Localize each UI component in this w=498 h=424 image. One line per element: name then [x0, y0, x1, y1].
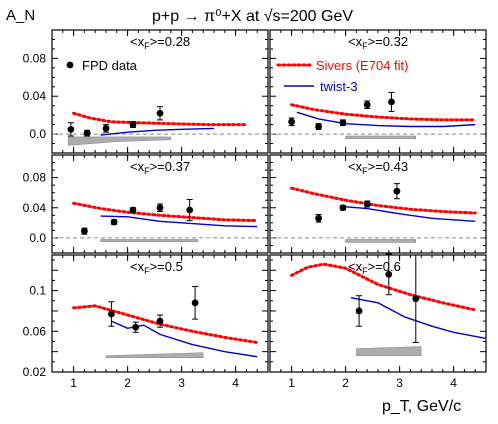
y-tick-label: 0.04 [23, 89, 47, 103]
x-tick-label: 4 [232, 376, 239, 390]
data-point [315, 214, 322, 222]
xf-label: <xF>=0.6 [348, 259, 401, 276]
data-point [129, 121, 137, 129]
legend-twist-label: twist-3 [320, 79, 358, 94]
data-point [412, 295, 420, 303]
sivers-curve [290, 262, 477, 312]
data-point [129, 206, 137, 214]
sivers-curve [72, 304, 259, 344]
data-point [315, 123, 322, 130]
data-point [339, 119, 347, 127]
x-tick-label: 4 [450, 376, 457, 390]
sivers-curve [290, 186, 477, 215]
data-point [355, 307, 363, 315]
data-point [339, 204, 347, 212]
data-point [110, 218, 118, 226]
data-point [156, 204, 164, 212]
systematic-band [356, 346, 422, 356]
xf-label: <xF>=0.28 [130, 34, 190, 51]
sivers-curve [72, 201, 259, 223]
data-point [102, 124, 110, 132]
x-tick-label: 2 [342, 376, 349, 390]
y-tick-label: 0.08 [23, 171, 47, 185]
x-tick-label: 1 [70, 376, 77, 390]
systematic-band [67, 136, 172, 146]
data-point [186, 206, 194, 214]
data-point [81, 227, 88, 235]
panel-4: <xF>=0.43 [269, 154, 487, 254]
chart-title: p+p → π⁰+X at √s=200 GeV [152, 8, 353, 25]
data-point [363, 200, 371, 208]
y-tick-label: 0.08 [23, 51, 47, 65]
data-point [388, 98, 395, 106]
systematic-band [105, 352, 204, 359]
twist3-curve [111, 320, 258, 358]
xf-label: <xF>=0.32 [348, 34, 408, 51]
twist3-curve [350, 297, 487, 340]
data-point [83, 129, 91, 137]
x-tick-label: 3 [178, 376, 185, 390]
data-point [156, 317, 164, 325]
panel-3: 0.0 0.04 0.08 <xF>=0.37 [23, 154, 269, 254]
x-tick-label: 2 [124, 376, 131, 390]
sivers-curve [72, 111, 248, 127]
xf-label: <xF>=0.5 [130, 259, 183, 276]
panel-5: 1 2 3 4 0.02 0.06 0.1 <xF>=0.5 [23, 254, 269, 390]
y-tick-label: 0.02 [23, 365, 47, 379]
legend-fpd-label: FPD data [82, 58, 138, 73]
data-point [363, 101, 371, 109]
systematic-band [100, 239, 199, 242]
y-tick-label: 0.06 [23, 324, 47, 338]
x-tick-label: 1 [288, 376, 295, 390]
data-point [132, 323, 140, 331]
twist3-curve [100, 215, 258, 228]
y-axis-label: A_N [6, 7, 35, 24]
xf-label: <xF>=0.43 [348, 159, 408, 176]
legend-sivers-label: Sivers (E704 fit) [316, 58, 408, 73]
xf-label: <xF>=0.37 [130, 159, 190, 176]
data-point [288, 118, 295, 126]
data-point [191, 299, 199, 307]
sivers-curve [290, 103, 477, 122]
twist3-curve [340, 205, 476, 223]
legend-fpd-marker [66, 61, 74, 69]
y-tick-label: 0.04 [23, 201, 47, 215]
data-point [385, 270, 393, 278]
data-point [108, 310, 115, 318]
panel-2: <xF>=0.32 Sivers (E704 fit) twist-3 [269, 29, 487, 154]
data-point [156, 109, 164, 117]
y-tick-label: 0.1 [29, 284, 46, 298]
panel-1: 0.0 0.04 0.08 <xF>=0.28 FPD data [23, 29, 269, 154]
y-tick-label: 0.0 [29, 127, 46, 141]
x-axis-label: p_T, GeV/c [382, 398, 461, 415]
y-tick-label: 0.0 [29, 231, 46, 245]
panel-6: 1 2 3 4 <xF>=0.6 [269, 253, 487, 390]
data-point [67, 125, 75, 133]
x-tick-label: 3 [396, 376, 403, 390]
systematic-band [345, 135, 417, 140]
twist3-curve [100, 127, 215, 136]
twist3-curve [296, 111, 476, 128]
systematic-band [345, 239, 417, 243]
data-point [393, 187, 401, 195]
